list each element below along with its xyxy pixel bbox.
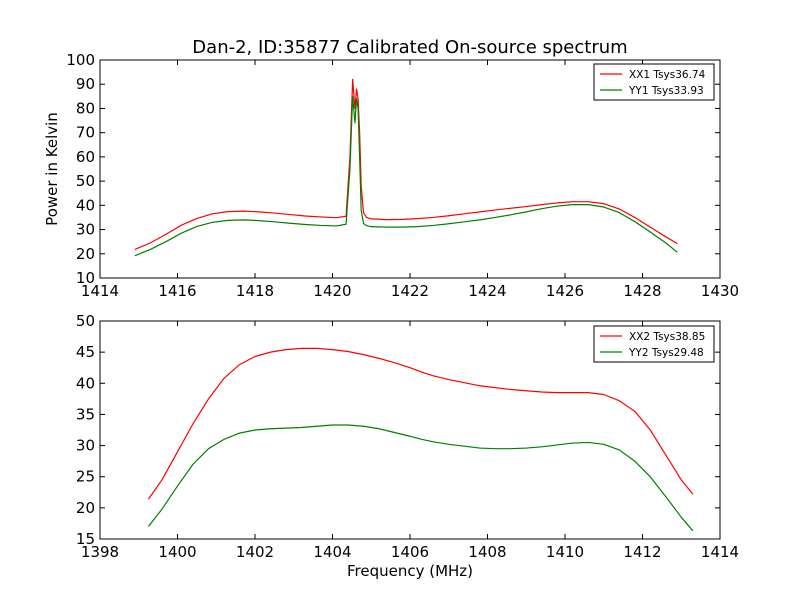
bottom-x-tick-label: 1408: [468, 543, 506, 561]
top-x-tick-label: 1422: [391, 282, 429, 300]
bottom-x-tick-label: 1410: [546, 543, 584, 561]
bottom-x-tick-label: 1404: [313, 543, 351, 561]
top-legend-box: [593, 63, 715, 101]
bottom-y-tick-label: 25: [76, 468, 95, 486]
top-panel: 1414 1416 1418 1420 1422 1424 1426 1428 1430 10 20…: [43, 51, 739, 300]
bottom-y-tick-label: 45: [76, 343, 95, 361]
bottom-legend-label: XX2 Tsys38.85: [629, 331, 705, 343]
bottom-legend-label: YY2 Tsys29.48: [628, 347, 704, 359]
bottom-series-xx-line: [147, 347, 694, 500]
top-y-tick-label: 70: [76, 124, 95, 142]
top-y-tick-label: 40: [76, 196, 95, 214]
bottom-y-tick-label: 15: [76, 530, 95, 548]
top-series-xx-line: [134, 78, 678, 250]
top-series-yy-line: [134, 95, 678, 257]
top-x-tick-label: 1416: [158, 282, 196, 300]
bottom-x-tick-label: 1402: [236, 543, 274, 561]
top-x-tick-label: 1426: [546, 282, 584, 300]
top-y-tick-label: 90: [76, 75, 95, 93]
bottom-x-tick-label: 1400: [158, 543, 196, 561]
top-legend-label: YY1 Tsys33.93: [628, 85, 704, 97]
bottom-x-axis-label: Frequency (MHz): [347, 562, 473, 580]
top-x-tick-label: 1430: [701, 282, 739, 300]
top-y-tick-label: 20: [76, 245, 95, 263]
chart-title: Dan-2, ID:35877 Calibrated On-source spe…: [192, 37, 627, 58]
top-y-tick-label: 60: [76, 148, 95, 166]
bottom-x-tick-label: 1414: [701, 543, 739, 561]
top-y-tick-label: 80: [76, 99, 95, 117]
bottom-x-tick-label: 1406: [391, 543, 429, 561]
bottom-legend-box: [593, 325, 715, 363]
top-x-tick-label: 1420: [313, 282, 351, 300]
bottom-legend: XX2 Tsys38.85 YY2 Tsys29.48: [593, 325, 715, 363]
bottom-y-tick-label: 20: [76, 499, 95, 517]
top-x-tick-label: 1418: [236, 282, 274, 300]
top-y-tick-label: 50: [76, 172, 95, 190]
bottom-x-tick-label: 1412: [623, 543, 661, 561]
top-x-tick-label: 1428: [623, 282, 661, 300]
bottom-y-tick-label: 50: [76, 312, 95, 330]
bottom-y-tick-label: 40: [76, 374, 95, 392]
top-x-tick-label: 1424: [468, 282, 506, 300]
top-legend: XX1 Tsys36.74 YY1 Tsys33.93: [593, 63, 715, 101]
top-y-tick-label: 30: [76, 221, 95, 239]
top-y-tick-label: 10: [76, 269, 95, 287]
bottom-panel: 1398 1400 1402 1404 1406 1408 1410 1412 1414 15 20…: [76, 312, 739, 580]
bottom-y-tick-label: 35: [76, 405, 95, 423]
bottom-x-tick-label: 1398: [81, 543, 119, 561]
top-legend-label: XX1 Tsys36.74: [629, 69, 706, 81]
bottom-series-yy-line: [147, 424, 694, 532]
bottom-y-tick-label: 30: [76, 437, 95, 455]
top-y-tick-label: 100: [66, 51, 95, 69]
top-y-axis-label: Power in Kelvin: [43, 112, 61, 226]
top-x-tick-label: 1414: [81, 282, 119, 300]
